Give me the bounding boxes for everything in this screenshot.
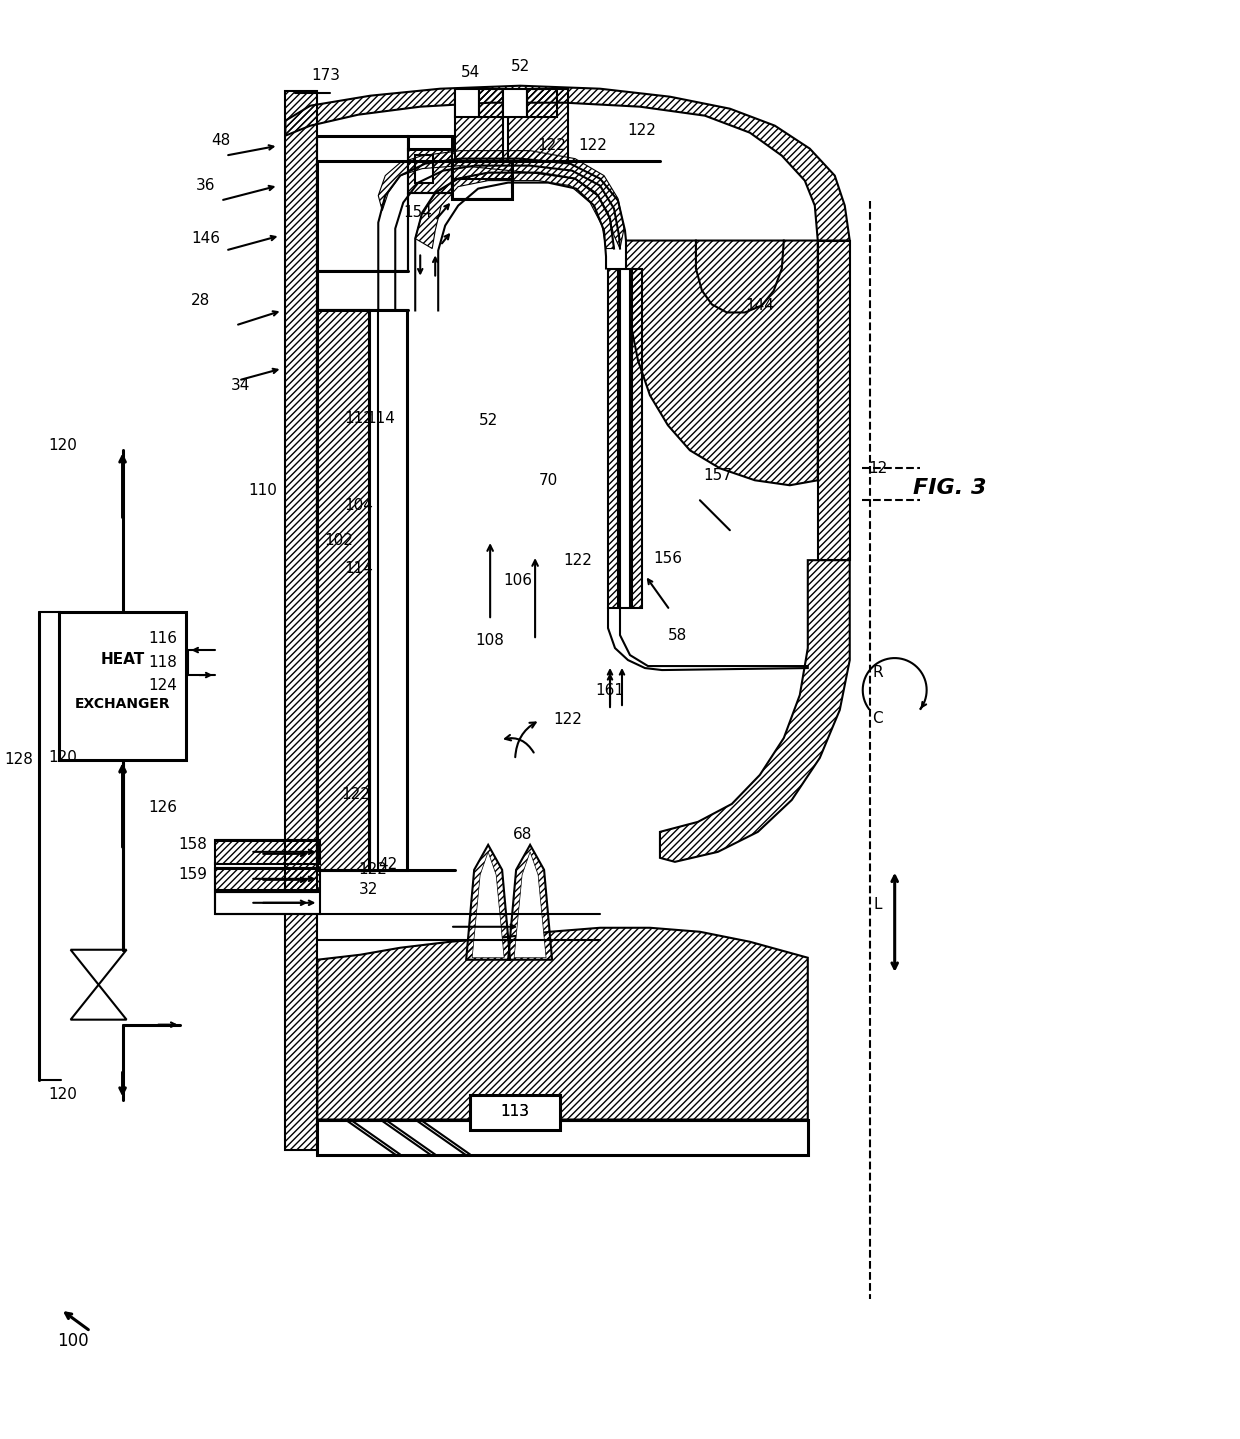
Text: 128: 128: [4, 753, 33, 767]
Polygon shape: [472, 852, 505, 958]
Bar: [508, 89, 568, 161]
Bar: [216, 892, 320, 914]
Text: L: L: [873, 898, 882, 912]
Text: 70: 70: [538, 473, 558, 488]
Text: 124: 124: [148, 678, 177, 692]
Bar: [503, 89, 527, 117]
Bar: [285, 91, 317, 1150]
Text: C: C: [873, 711, 883, 725]
Text: 122: 122: [627, 124, 656, 138]
Text: 108: 108: [476, 633, 505, 648]
Text: 122: 122: [538, 138, 567, 153]
Text: 42: 42: [378, 858, 398, 872]
Text: 113: 113: [501, 1104, 529, 1120]
Bar: [415, 154, 433, 183]
Text: 120: 120: [48, 751, 77, 766]
Bar: [620, 269, 630, 609]
Bar: [408, 135, 453, 148]
Bar: [216, 840, 320, 863]
Text: 114: 114: [343, 561, 373, 576]
Text: 28: 28: [191, 294, 210, 308]
Text: 118: 118: [148, 655, 177, 669]
Text: 34: 34: [231, 378, 250, 393]
Text: 156: 156: [653, 551, 682, 566]
Text: 102: 102: [324, 532, 352, 548]
Bar: [317, 311, 370, 869]
Text: 122: 122: [341, 787, 370, 803]
Bar: [317, 1120, 807, 1154]
Text: HEAT: HEAT: [100, 652, 145, 666]
Text: 52: 52: [511, 59, 529, 75]
Bar: [455, 89, 503, 161]
Text: 173: 173: [311, 68, 340, 83]
Text: 106: 106: [503, 573, 533, 587]
Bar: [58, 612, 186, 760]
Bar: [527, 89, 557, 117]
Text: 146: 146: [191, 232, 219, 246]
Text: 58: 58: [668, 627, 687, 643]
Bar: [317, 311, 407, 869]
Text: 157: 157: [703, 468, 733, 482]
Text: 116: 116: [148, 630, 177, 646]
Text: 100: 100: [57, 1333, 88, 1350]
Text: 158: 158: [179, 837, 207, 852]
Bar: [470, 1095, 560, 1130]
Text: 122: 122: [564, 553, 593, 567]
Bar: [408, 148, 453, 193]
Text: 159: 159: [179, 868, 207, 882]
Text: EXCHANGER: EXCHANGER: [74, 696, 170, 711]
Polygon shape: [71, 984, 126, 1020]
Bar: [608, 269, 618, 609]
Text: 114: 114: [366, 412, 394, 426]
Text: 144: 144: [745, 298, 774, 312]
Text: 161: 161: [595, 682, 625, 698]
Text: 126: 126: [148, 800, 177, 816]
Text: 54: 54: [460, 65, 480, 81]
Text: FIG. 3: FIG. 3: [913, 478, 986, 498]
Text: 120: 120: [48, 437, 77, 453]
Polygon shape: [515, 852, 546, 958]
Text: 122: 122: [553, 712, 583, 728]
Bar: [455, 89, 479, 117]
Text: 52: 52: [479, 413, 497, 427]
Text: 36: 36: [196, 178, 216, 193]
Bar: [453, 161, 512, 199]
Bar: [453, 161, 512, 178]
Text: 122: 122: [579, 138, 608, 153]
Text: 68: 68: [512, 827, 532, 842]
Text: 122: 122: [358, 862, 387, 878]
Text: 32: 32: [358, 882, 378, 898]
Text: 113: 113: [501, 1104, 529, 1120]
Text: 12: 12: [868, 460, 888, 476]
Text: 48: 48: [211, 134, 231, 148]
Text: 120: 120: [48, 1086, 77, 1102]
Bar: [479, 89, 503, 117]
Bar: [632, 269, 642, 609]
Polygon shape: [71, 950, 126, 984]
Bar: [216, 868, 320, 889]
Text: 112: 112: [343, 412, 373, 426]
Text: R: R: [873, 665, 883, 679]
Text: 104: 104: [343, 498, 373, 512]
Text: 154: 154: [404, 206, 433, 220]
Text: 110: 110: [248, 482, 277, 498]
